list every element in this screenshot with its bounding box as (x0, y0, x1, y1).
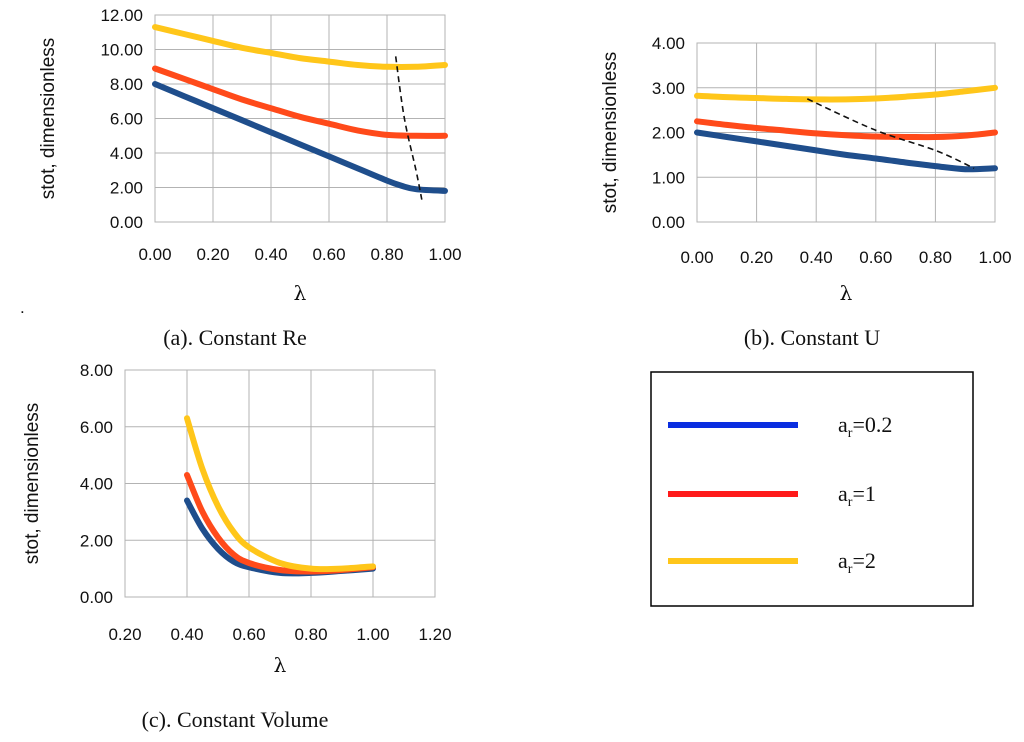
y-tick-label: 2.00 (110, 179, 143, 198)
y-tick-label: 0.00 (652, 213, 685, 232)
x-tick-label: 0.60 (312, 245, 345, 264)
y-tick-label: 8.00 (80, 361, 113, 380)
x-tick-label: 0.60 (859, 248, 892, 267)
y-tick-label: 8.00 (110, 75, 143, 94)
legend: ar=0.2 ar=1 ar=2 (650, 371, 974, 607)
x-tick-label: 0.60 (232, 625, 265, 644)
y-tick-label: 6.00 (80, 418, 113, 437)
x-axis-label: λ (274, 653, 287, 677)
y-tick-label: 0.00 (110, 213, 143, 232)
optimum-dashed-line (806, 98, 975, 170)
y-tick-label: 2.00 (652, 124, 685, 143)
series-line-ar-1 (184, 472, 376, 575)
y-tick-label: 10.00 (100, 41, 143, 60)
y-tick-label: 4.00 (652, 34, 685, 53)
series-line-ar-2 (694, 84, 998, 103)
legend-label-ar-2: ar=2 (838, 548, 876, 577)
y-tick-label: 2.00 (80, 531, 113, 550)
y-tick-label: 6.00 (110, 110, 143, 129)
y-axis-label: stot, dimensionless (600, 52, 621, 214)
y-axis-label: stot, dimensionless (38, 38, 59, 200)
optimum-dashed-line (394, 56, 423, 200)
x-tick-label: 0.40 (254, 245, 287, 264)
y-tick-label: 3.00 (652, 79, 685, 98)
y-tick-label: 4.00 (80, 475, 113, 494)
series-line-ar-1 (152, 65, 448, 139)
y-tick-label: 12.00 (100, 6, 143, 25)
x-tick-label: 0.80 (294, 625, 327, 644)
y-tick-label: 4.00 (110, 144, 143, 163)
chart-constant-u: 0.00 1.00 2.00 3.00 4.00 0.00 0.20 0.40 0.60 0.80… (600, 34, 1012, 305)
y-tick-label: 1.00 (652, 168, 685, 187)
x-tick-label: 0.80 (919, 248, 952, 267)
x-tick-label: 1.20 (418, 625, 451, 644)
x-tick-label: 1.00 (978, 248, 1011, 267)
x-tick-label: 0.40 (800, 248, 833, 267)
x-tick-label: 0.80 (370, 245, 403, 264)
x-tick-label: 0.00 (680, 248, 713, 267)
y-tick-label: 0.00 (80, 588, 113, 607)
x-tick-label: 0.40 (170, 625, 203, 644)
x-axis-label: λ (294, 281, 307, 305)
caption-b: (b). Constant U (744, 325, 880, 350)
series-line-ar-0-2 (152, 81, 448, 194)
legend-frame (650, 371, 974, 607)
series-line-ar-0-2 (694, 129, 998, 173)
caption-c: (c). Constant Volume (142, 707, 329, 732)
series-line-ar-1 (694, 118, 998, 141)
x-tick-label: 0.00 (138, 245, 171, 264)
x-tick-label: 0.20 (196, 245, 229, 264)
x-tick-label: 1.00 (356, 625, 389, 644)
series-line-ar-2 (152, 24, 448, 70)
series-line-ar-2 (184, 415, 376, 573)
x-axis-label: λ (840, 281, 853, 305)
chart-constant-re: 0.00 2.00 4.00 6.00 8.00 10.00 12.00 0.00 0.20 0.… (38, 6, 462, 305)
caption-a: (a). Constant Re (163, 325, 307, 350)
chart-constant-volume: 0.00 2.00 4.00 6.00 8.00 0.20 0.40 0.60 0.80 1.00… (22, 361, 452, 677)
legend-label-ar-0-2: ar=0.2 (838, 412, 892, 441)
x-tick-label: 0.20 (740, 248, 773, 267)
legend-label-ar-1: ar=1 (838, 481, 876, 510)
plot-frame (154, 14, 446, 223)
plot-frame (124, 369, 436, 598)
y-axis-label: stot, dimensionless (22, 403, 43, 565)
x-tick-label: 0.20 (108, 625, 141, 644)
x-tick-label: 1.00 (428, 245, 461, 264)
stray-mark: . (20, 298, 25, 317)
